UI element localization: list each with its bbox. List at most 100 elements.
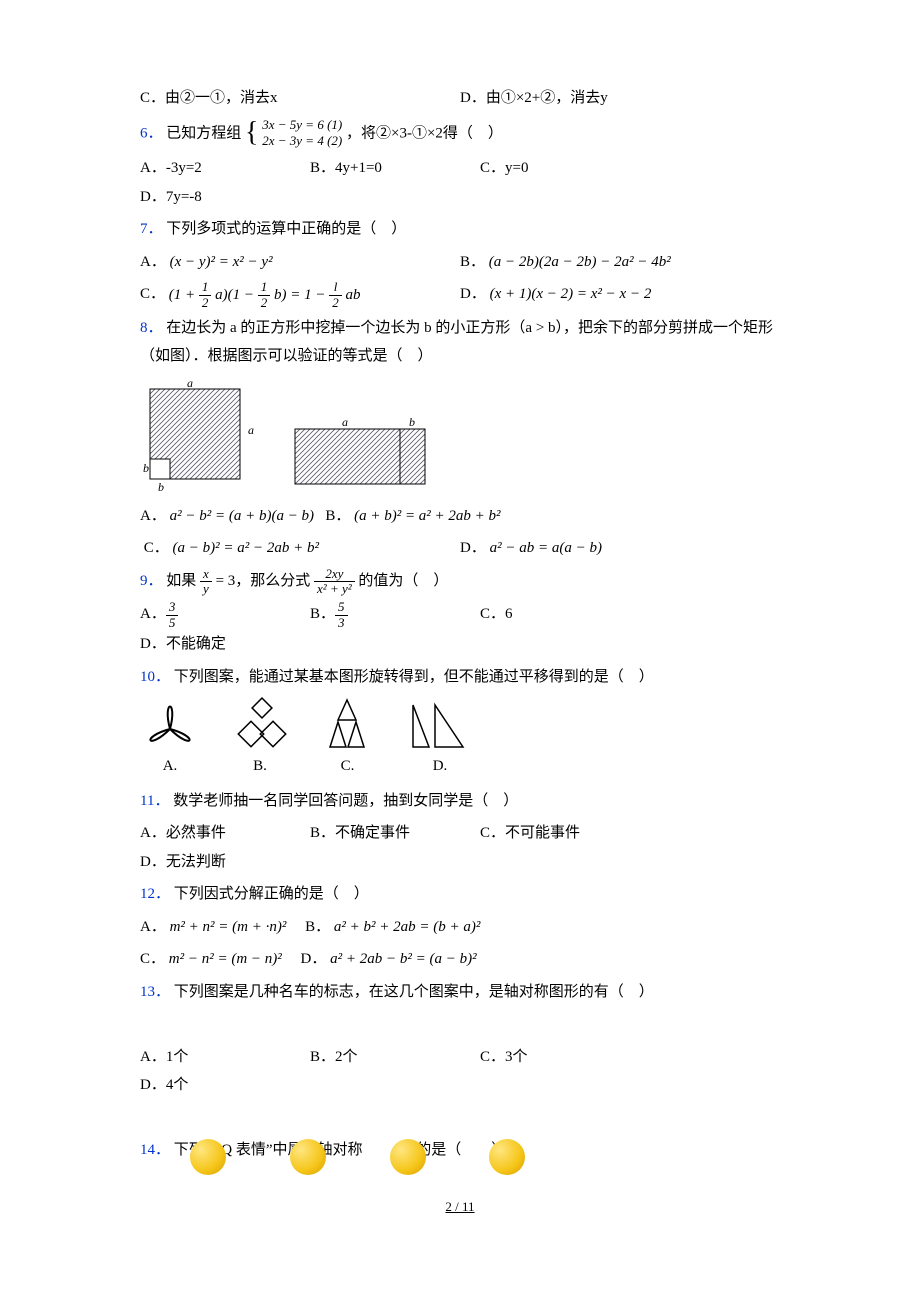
q9-opt-c: C．6 — [480, 600, 650, 630]
q9b: B． — [310, 607, 335, 623]
q5-options: C．由②一①，消去x D．由①×2+②，消去y — [140, 84, 780, 113]
q9-frac2: 2xyx² + y² — [314, 567, 355, 597]
q12-stem-text: 下列因式分解正确的是（ ） — [174, 886, 369, 902]
q6-num: 6． — [140, 125, 163, 141]
q8-figure: a a b b a b — [140, 379, 780, 494]
svg-text:a: a — [342, 415, 348, 429]
q7-opt-d: D． (x + 1)(x − 2) = x² − x − 2 — [460, 280, 780, 310]
q10-label-c: C. — [320, 752, 375, 781]
q6-opt-a: A．-3y=2 — [140, 154, 310, 183]
q5-opt-d: D．由①×2+②，消去y — [460, 84, 780, 113]
q7c4: ab — [342, 287, 361, 303]
q7-d-pre: D． — [460, 286, 486, 302]
q8-stem: 8． 在边长为 a 的正方形中挖掉一个边长为 b 的小正方形（a > b），把余… — [140, 314, 780, 371]
q10-fig-b: B. — [230, 697, 290, 781]
q7-opt-b: B． (a − 2b)(2a − 2b) − 2a² − 4b² — [460, 248, 780, 277]
q9-options: A．35 B．53 C．6 D．不能确定 — [140, 600, 780, 658]
q6-stem-b: ，将②×3-①×2得（ ） — [346, 125, 503, 141]
q12-opt-c: C． m² − n² = (m − n)² — [140, 951, 286, 967]
q12-opt-b: B． a² + b² + 2ab = (b + a)² — [305, 919, 480, 935]
q12-options-2: C． m² − n² = (m − n)² D． a² + 2ab − b² =… — [140, 945, 780, 974]
q9sc: 的值为（ ） — [358, 573, 448, 589]
q6-sys2: 2x − 3y = 4 (2) — [262, 133, 342, 148]
q12a-math: m² + n² = (m + ·n)² — [170, 919, 287, 935]
q14-stem: 14． 下列“QQ 表情”中属于轴对称 的是（ ） — [140, 1136, 780, 1165]
emoji-icon — [390, 1139, 426, 1175]
brace-icon: { — [245, 119, 258, 147]
q12c-math: m² − n² = (m − n)² — [169, 951, 282, 967]
q13-stem-text: 下列图案是几种名车的标志，在这几个图案中，是轴对称图形的有（ ） — [174, 984, 654, 1000]
svg-text:b: b — [409, 415, 415, 429]
q8-opt-d: D． a² − ab = a(a − b) — [460, 534, 780, 563]
q13-blank2 — [140, 1104, 780, 1133]
q14-num: 14． — [140, 1142, 170, 1158]
q13-num: 13． — [140, 984, 170, 1000]
q9-stem: 9． 如果 xy = 3，那么分式 2xyx² + y² 的值为（ ） — [140, 567, 780, 597]
q6-stem-a: 已知方程组 — [166, 125, 241, 141]
q8b-pre: B． — [325, 508, 350, 524]
q11-opt-b: B．不确定事件 — [310, 819, 480, 848]
q11-stem: 11． 数学老师抽一名同学回答问题，抽到女同学是（ ） — [140, 787, 780, 816]
q12-num: 12． — [140, 886, 170, 902]
q7c3: b) = 1 − — [270, 287, 329, 303]
page-footer: 2 / 11 — [140, 1195, 780, 1220]
q10-stem: 10． 下列图案，能通过某基本图形旋转得到，但不能通过平移得到的是（ ） — [140, 663, 780, 692]
emoji-icon — [190, 1139, 226, 1175]
q8c-math: (a − b)² = a² − 2ab + b² — [173, 540, 319, 556]
q12-options-1: A． m² + n² = (m + ·n)² B． a² + b² + 2ab … — [140, 913, 780, 942]
q7c2: a)(1 − — [211, 287, 257, 303]
q8d-pre: D． — [460, 540, 486, 556]
q11-stem-text: 数学老师抽一名同学回答问题，抽到女同学是（ ） — [173, 793, 518, 809]
q13-options: A．1个 B．2个 C．3个 D．4个 — [140, 1043, 780, 1100]
q7-opt-a: A． (x − y)² = x² − y² — [140, 248, 460, 277]
q7-c-pre: C． — [140, 287, 165, 303]
q10-stem-text: 下列图案，能通过某基本图形旋转得到，但不能通过平移得到的是（ ） — [174, 669, 654, 685]
q6-opt-d: D．7y=-8 — [140, 183, 310, 212]
q10-label-b: B. — [230, 752, 290, 781]
q11-opt-d: D．无法判断 — [140, 848, 310, 877]
q10-label-d: D. — [405, 752, 475, 781]
emoji-icon — [290, 1139, 326, 1175]
q11-options: A．必然事件 B．不确定事件 C．不可能事件 D．无法判断 — [140, 819, 780, 876]
q8-num: 8． — [140, 320, 163, 336]
q11-num: 11． — [140, 793, 169, 809]
q13-opt-a: A．1个 — [140, 1043, 310, 1072]
q10-fig-a: A. — [140, 697, 200, 781]
q8d-math: a² − ab = a(a − b) — [490, 540, 602, 556]
q8-opt-a: A． a² − b² = (a + b)(a − b) — [140, 508, 318, 524]
q13-opt-d: D．4个 — [140, 1071, 310, 1100]
q9sa: 如果 — [166, 573, 200, 589]
q7-a-pre: A． — [140, 254, 166, 270]
q8-options-2: C． (a − b)² = a² − 2ab + b² D． a² − ab =… — [140, 534, 780, 563]
q10-num: 10． — [140, 669, 170, 685]
svg-text:a: a — [187, 379, 193, 390]
q7-d-math: (x + 1)(x − 2) = x² − x − 2 — [490, 286, 652, 302]
q10-label-a: A. — [140, 752, 200, 781]
q9a: A． — [140, 607, 166, 623]
svg-text:a: a — [248, 423, 254, 437]
q12b-pre: B． — [305, 919, 330, 935]
q9-opt-d: D．不能确定 — [140, 630, 310, 659]
q13-opt-b: B．2个 — [310, 1043, 480, 1072]
q12-opt-a: A． m² + n² = (m + ·n)² — [140, 919, 290, 935]
q8b-math: (a + b)² = a² + 2ab + b² — [354, 508, 500, 524]
svg-text:b: b — [143, 461, 149, 475]
q8a-pre: A． — [140, 508, 166, 524]
q8a-math: a² − b² = (a + b)(a − b) — [170, 508, 314, 524]
q11-opt-c: C．不可能事件 — [480, 819, 650, 848]
q7-options-2: C． (1 + 12 a)(1 − 12 b) = 1 − l2 ab D． (… — [140, 280, 780, 310]
q13-stem: 13． 下列图案是几种名车的标志，在这几个图案中，是轴对称图形的有（ ） — [140, 978, 780, 1007]
q10-fig-d: D. — [405, 697, 475, 781]
q7-b-pre: B． — [460, 254, 485, 270]
q12-stem: 12． 下列因式分解正确的是（ ） — [140, 880, 780, 909]
q12d-math: a² + 2ab − b² = (a − b)² — [330, 951, 476, 967]
q13-blank — [140, 1010, 780, 1039]
q8c-pre: C． — [144, 540, 169, 556]
q12a-pre: A． — [140, 919, 166, 935]
q8-opt-c: C． (a − b)² = a² − 2ab + b² — [140, 534, 460, 563]
q7-b-math: (a − 2b)(2a − 2b) − 2a² − 4b² — [489, 254, 671, 270]
q6-opt-b: B．4y+1=0 — [310, 154, 480, 183]
q7c1: (1 + — [169, 287, 199, 303]
page-number: 2 / 11 — [445, 1199, 474, 1214]
q7-stem-text: 下列多项式的运算中正确的是（ ） — [166, 221, 406, 237]
